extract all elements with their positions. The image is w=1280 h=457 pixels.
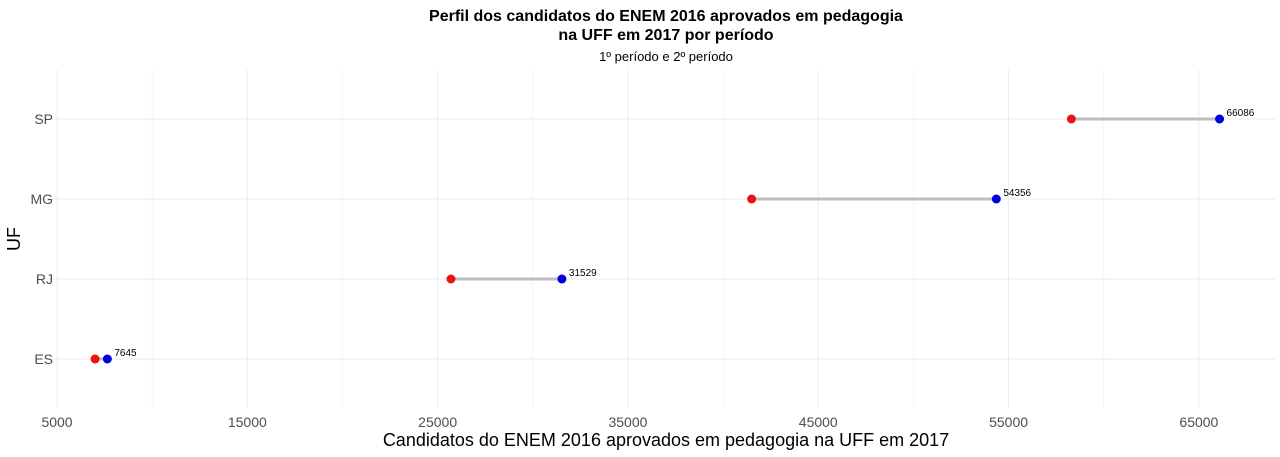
y-tick-label: RJ: [36, 271, 53, 287]
end-point: [102, 354, 112, 364]
x-tick-label: 15000: [228, 414, 267, 430]
x-tick-label: 45000: [799, 414, 838, 430]
x-tick-label: 35000: [608, 414, 647, 430]
segments: [95, 117, 1220, 361]
y-tick-labels: ES RJ MG SP: [30, 111, 53, 367]
chart-title-line2: na UFF em 2017 por período: [558, 27, 773, 44]
points: [90, 114, 1225, 364]
data-label: 7645: [114, 348, 137, 359]
y-tick-label: SP: [34, 111, 53, 127]
end-point: [1215, 114, 1225, 124]
data-labels: 7645 31529 54356 66086: [114, 108, 1254, 359]
start-point: [1066, 114, 1076, 124]
data-label: 54356: [1003, 188, 1031, 199]
chart-subtitle: 1º período e 2º período: [599, 49, 733, 64]
start-point: [90, 354, 100, 364]
grid: [38, 70, 1275, 408]
y-tick-label: MG: [30, 191, 53, 207]
chart-title-line1: Perfil dos candidatos do ENEM 2016 aprov…: [429, 8, 903, 25]
start-point: [747, 194, 757, 204]
data-label: 66086: [1227, 108, 1255, 119]
x-tick-label: 65000: [1179, 414, 1218, 430]
end-point: [991, 194, 1001, 204]
x-tick-labels: 5000 15000 25000 35000 45000 55000 65000: [41, 414, 1218, 430]
x-axis-title: Candidatos do ENEM 2016 aprovados em ped…: [383, 430, 949, 450]
x-tick-label: 5000: [41, 414, 72, 430]
start-point: [446, 274, 456, 284]
y-axis-title: UF: [4, 227, 24, 251]
y-tick-label: ES: [34, 351, 53, 367]
end-point: [557, 274, 567, 284]
data-label: 31529: [569, 268, 597, 279]
x-tick-label: 55000: [989, 414, 1028, 430]
x-tick-label: 25000: [418, 414, 457, 430]
